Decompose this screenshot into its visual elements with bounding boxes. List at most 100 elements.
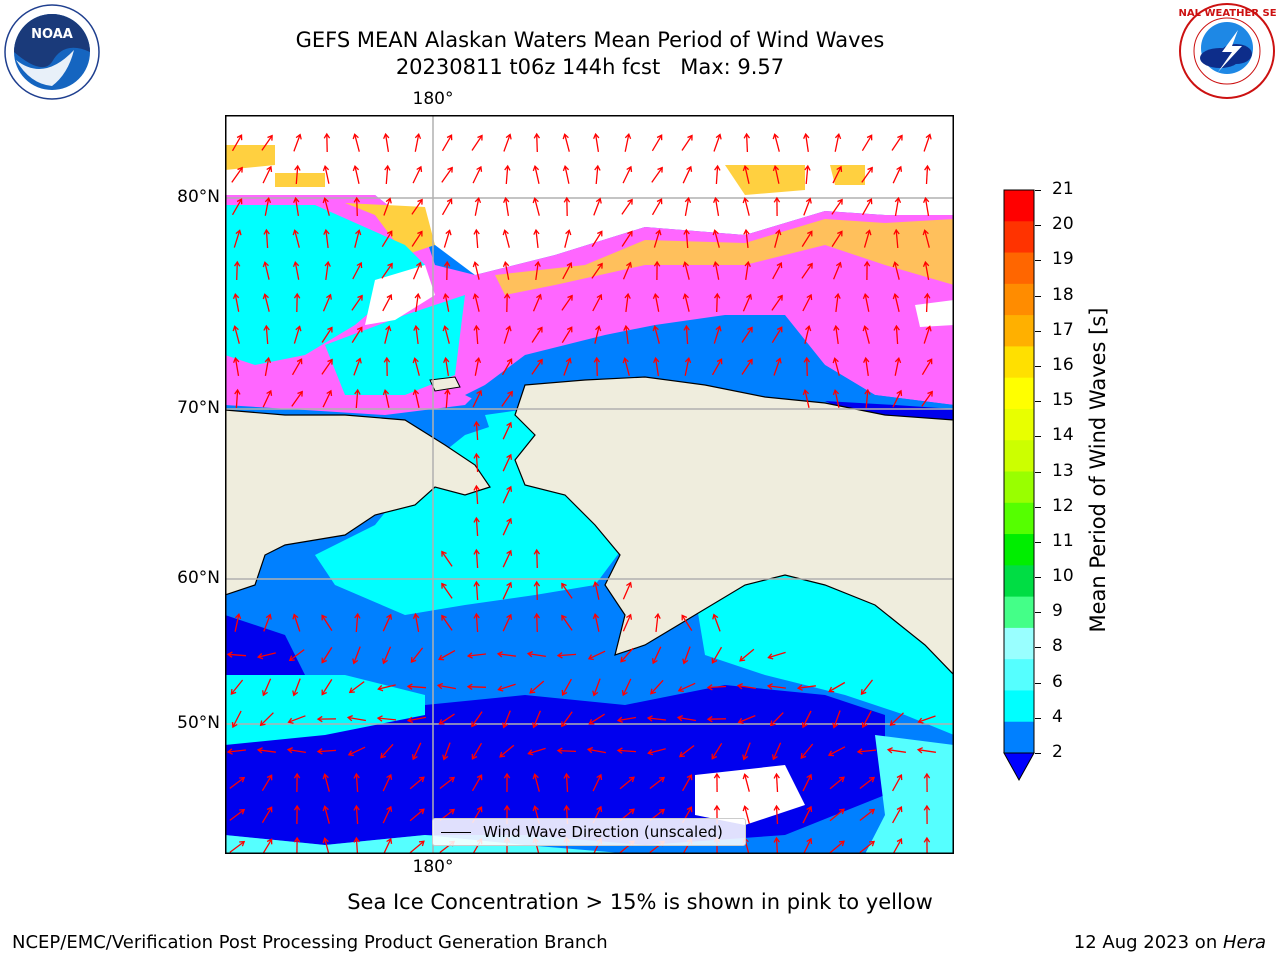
wind-arrow-head — [743, 132, 751, 139]
wind-arrow-head — [236, 198, 243, 205]
wind-arrow-head — [747, 358, 753, 365]
wind-arrow — [685, 229, 689, 249]
wind-arrow-head — [922, 196, 930, 203]
wind-arrow-head — [354, 388, 361, 395]
wind-arrow — [353, 358, 361, 376]
wind-arrow — [624, 358, 630, 376]
wind-arrow — [534, 774, 540, 792]
wind-arrow — [475, 581, 479, 601]
wind-arrow — [527, 652, 547, 658]
wind-arrow — [591, 231, 603, 247]
wind-arrow — [354, 134, 360, 152]
colorbar-tick-mark — [1035, 190, 1041, 191]
wind-arrow-head — [773, 196, 781, 203]
wind-arrow — [532, 710, 542, 728]
wind-arrow — [232, 710, 242, 728]
wind-arrow-head — [442, 293, 450, 300]
wind-arrow — [407, 685, 427, 689]
wind-arrow-head — [447, 166, 453, 173]
wind-arrow-head — [592, 581, 600, 588]
wind-arrow-head — [744, 260, 751, 267]
wind-arrow — [713, 614, 721, 632]
wind-arrow — [655, 614, 659, 632]
wind-arrow-head — [687, 134, 693, 141]
wind-arrow — [414, 358, 420, 376]
wind-arrow-head — [499, 751, 506, 758]
lat-label-80n: 80°N — [177, 187, 220, 207]
wind-arrow — [593, 678, 601, 696]
wind-arrow-head — [231, 722, 238, 729]
wind-arrow-head — [863, 356, 870, 363]
wind-arrow — [441, 583, 453, 599]
wind-arrow-head — [597, 262, 603, 269]
wind-arrow — [739, 648, 755, 662]
wind-arrow — [414, 390, 420, 408]
wind-arrow-head — [712, 261, 720, 268]
wind-arrow-head — [587, 654, 594, 661]
wind-arrow-head — [766, 683, 773, 690]
wind-arrow-head — [682, 261, 689, 268]
wind-arrow-head — [767, 653, 774, 660]
wind-arrow — [415, 294, 419, 312]
svg-text:NATIONAL WEATHER SERVICE: NATIONAL WEATHER SERVICE — [1178, 8, 1276, 19]
wind-arrow-head — [503, 804, 511, 811]
wind-arrow — [501, 391, 513, 407]
nws-logo: NATIONAL WEATHER SERVICE — [1144, 2, 1280, 100]
wind-arrow — [321, 679, 333, 695]
wind-arrow — [264, 262, 270, 280]
colorbar-band — [1004, 408, 1034, 441]
wind-arrow-head — [864, 388, 871, 395]
wind-arrow — [262, 390, 272, 408]
colorbar-tick-mark — [1035, 260, 1041, 262]
colorbar-band — [1004, 502, 1034, 535]
wind-arrow-head — [473, 484, 480, 491]
wind-arrow — [894, 262, 900, 280]
wind-arrow-head — [353, 804, 360, 811]
wind-arrow-head — [747, 326, 753, 333]
sea-ice-note: Sea Ice Concentration > 15% is shown in … — [347, 890, 933, 914]
colorbar-tick-label: 8 — [1052, 636, 1063, 657]
wind-arrow-head — [742, 197, 749, 204]
wind-arrow — [475, 485, 479, 505]
wind-arrow-head — [834, 292, 841, 299]
wind-arrow-head — [442, 754, 449, 761]
wind-arrow-head — [438, 654, 445, 661]
wind-arrow-head — [257, 653, 264, 660]
colorbar-band — [1004, 659, 1034, 691]
wind-arrow-head — [414, 133, 422, 140]
wind-arrow-head — [593, 356, 601, 363]
wind-arrow — [502, 486, 512, 504]
wind-arrow — [258, 652, 276, 658]
wind-arrow-head — [656, 134, 663, 141]
wind-arrow-head — [565, 357, 572, 364]
wind-arrow — [834, 134, 840, 152]
wind-arrow-head — [385, 325, 392, 332]
wind-arrow-head — [502, 229, 509, 236]
wind-arrow — [471, 711, 483, 727]
wind-arrow-head — [326, 293, 332, 300]
wind-arrow-head — [805, 197, 812, 204]
wind-arrow — [534, 198, 540, 216]
wind-arrow-head — [772, 165, 780, 172]
wind-arrow-head — [286, 747, 293, 754]
wind-arrow — [561, 711, 573, 727]
wind-arrow-head — [406, 683, 413, 690]
wind-arrow-head — [411, 754, 418, 761]
svg-text:NOAA: NOAA — [31, 27, 73, 42]
wind-arrow — [229, 841, 245, 853]
wind-arrow-head — [838, 776, 845, 783]
wind-arrow — [864, 294, 870, 312]
wind-arrow-head — [835, 261, 842, 268]
wind-arrow — [801, 263, 813, 279]
wind-arrow — [264, 294, 270, 312]
wind-arrow — [621, 199, 633, 215]
wind-arrow — [322, 294, 332, 312]
wind-arrow — [229, 777, 245, 789]
wind-arrow — [561, 326, 573, 344]
wind-arrow-head — [239, 840, 246, 847]
wind-arrow-head — [628, 808, 635, 815]
wind-arrow-head — [686, 165, 693, 172]
wind-arrow-head — [239, 808, 246, 815]
footer-host: Hera — [1222, 932, 1266, 953]
wind-arrow — [564, 166, 570, 184]
